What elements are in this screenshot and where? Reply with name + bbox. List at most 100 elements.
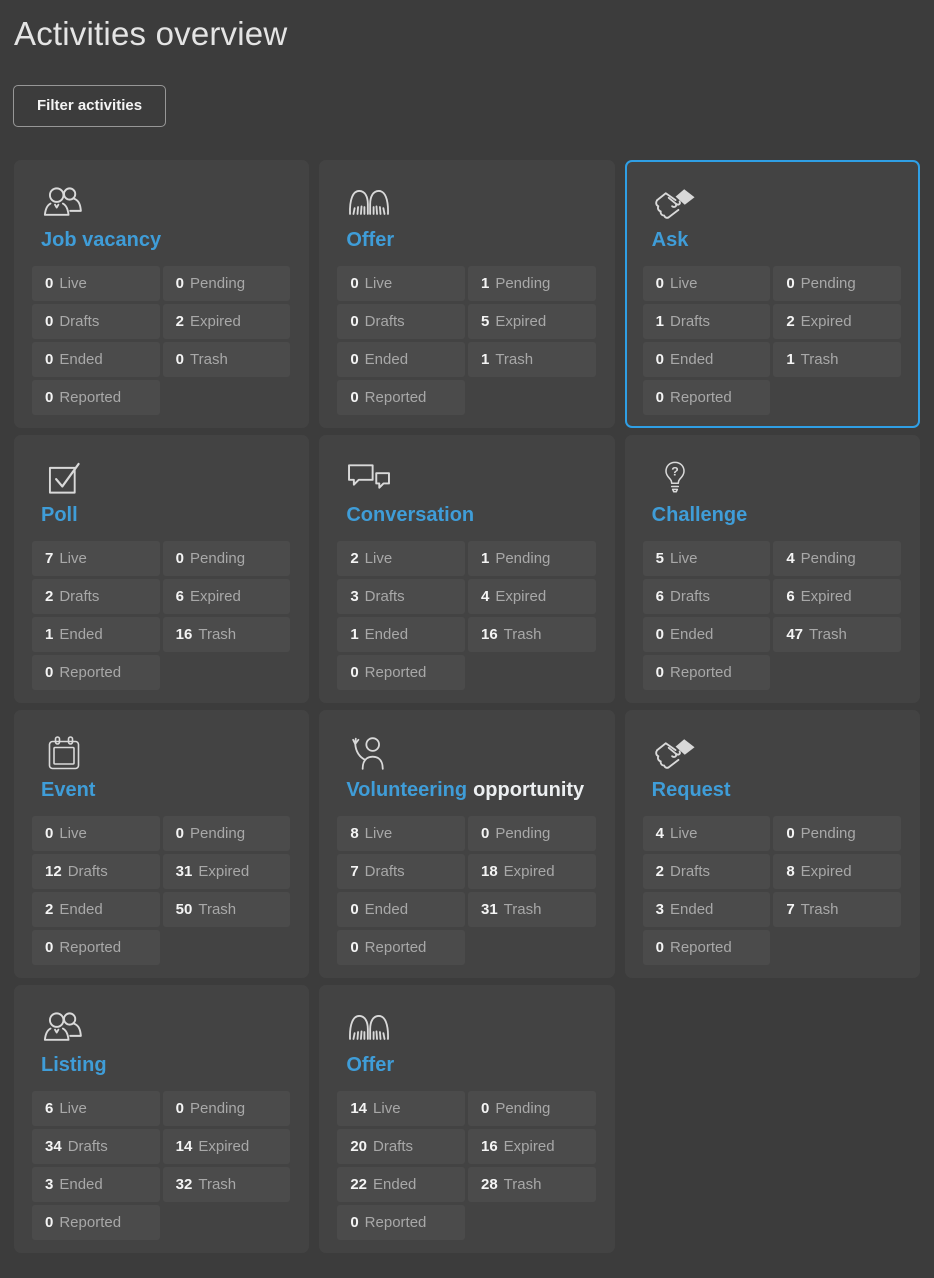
stat-cell[interactable]: 6 Expired bbox=[773, 578, 901, 614]
stat-cell[interactable]: 0 Pending bbox=[773, 265, 901, 301]
stat-cell[interactable]: 2 Expired bbox=[162, 303, 291, 339]
activity-title-link[interactable]: Offer bbox=[346, 228, 612, 253]
stat-cell[interactable]: 0 Reported bbox=[32, 929, 160, 965]
stat-cell[interactable]: 1 Pending bbox=[467, 265, 596, 301]
stat-cell[interactable]: 0 Reported bbox=[32, 379, 160, 415]
stat-cell[interactable]: 6 Expired bbox=[162, 578, 291, 614]
stat-cell[interactable]: 0 Reported bbox=[337, 929, 465, 965]
stat-cell[interactable]: 7 Drafts bbox=[337, 853, 465, 889]
stat-cell[interactable]: 8 Expired bbox=[773, 853, 901, 889]
activity-card[interactable]: Challenge 5 Live 4 Pending 6 Drafts 6 Ex… bbox=[624, 434, 920, 703]
stat-cell[interactable]: 4 Pending bbox=[773, 540, 901, 576]
stat-cell[interactable]: 18 Expired bbox=[467, 853, 596, 889]
stat-cell[interactable]: 0 Ended bbox=[337, 891, 465, 927]
stat-cell[interactable]: 1 Ended bbox=[32, 616, 160, 652]
stat-cell[interactable]: 0 Live bbox=[337, 265, 465, 301]
stat-cell[interactable]: 0 Reported bbox=[32, 1204, 160, 1240]
stat-cell[interactable]: 2 Live bbox=[337, 540, 465, 576]
stat-cell[interactable]: 1 Pending bbox=[467, 540, 596, 576]
activity-title-link[interactable]: Request bbox=[652, 778, 918, 803]
activity-title-link[interactable]: Offer bbox=[346, 1053, 612, 1078]
stat-cell[interactable]: 16 Expired bbox=[467, 1128, 596, 1164]
stat-cell[interactable]: 0 Live bbox=[642, 265, 771, 301]
stat-cell[interactable]: 1 Trash bbox=[773, 341, 901, 377]
stat-cell[interactable]: 2 Expired bbox=[773, 303, 901, 339]
stat-cell[interactable]: 31 Expired bbox=[162, 853, 291, 889]
stat-cell[interactable]: 14 Expired bbox=[162, 1128, 291, 1164]
activity-title-link[interactable]: Challenge bbox=[652, 503, 918, 528]
stat-cell[interactable]: 8 Live bbox=[337, 815, 465, 851]
stat-cell[interactable]: 6 Live bbox=[32, 1090, 160, 1126]
stat-cell[interactable]: 5 Expired bbox=[467, 303, 596, 339]
stat-cell[interactable]: 47 Trash bbox=[773, 616, 901, 652]
activity-title-link[interactable]: Conversation bbox=[346, 503, 612, 528]
stat-cell[interactable]: 0 Reported bbox=[642, 379, 771, 415]
activity-card[interactable]: Volunteering opportunity 8 Live 0 Pending… bbox=[319, 709, 615, 978]
stat-cell[interactable]: 6 Drafts bbox=[642, 578, 771, 614]
activity-card[interactable]: Poll 7 Live 0 Pending 2 Drafts 6 Expired… bbox=[14, 434, 310, 703]
activity-card[interactable]: Listing 6 Live 0 Pending 34 Drafts 14 Ex… bbox=[14, 984, 310, 1253]
stat-cell[interactable]: 0 Pending bbox=[467, 815, 596, 851]
stat-cell[interactable]: 2 Ended bbox=[32, 891, 160, 927]
activity-title-link[interactable]: Volunteering opportunity bbox=[346, 778, 612, 803]
stat-cell[interactable]: 0 Reported bbox=[642, 654, 771, 690]
stat-cell[interactable]: 0 Trash bbox=[162, 341, 291, 377]
stat-cell[interactable]: 32 Trash bbox=[162, 1166, 291, 1202]
stat-cell[interactable]: 7 Trash bbox=[773, 891, 901, 927]
stat-cell[interactable]: 0 Reported bbox=[337, 1204, 465, 1240]
stat-cell[interactable]: 22 Ended bbox=[337, 1166, 465, 1202]
stat-cell[interactable]: 3 Ended bbox=[32, 1166, 160, 1202]
stat-cell[interactable]: 12 Drafts bbox=[32, 853, 160, 889]
activity-card[interactable]: Ask 0 Live 0 Pending 1 Drafts 2 Expired … bbox=[624, 159, 920, 428]
stat-cell[interactable]: 0 Ended bbox=[642, 616, 771, 652]
activity-card[interactable]: Job vacancy 0 Live 0 Pending 0 Drafts 2 … bbox=[14, 159, 310, 428]
activity-card[interactable]: Offer 14 Live 0 Pending 20 Drafts 16 Exp… bbox=[319, 984, 615, 1253]
stat-cell[interactable]: 3 Ended bbox=[642, 891, 771, 927]
stat-cell[interactable]: 0 Drafts bbox=[337, 303, 465, 339]
stat-cell[interactable]: 16 Trash bbox=[162, 616, 291, 652]
stat-cell[interactable]: 28 Trash bbox=[467, 1166, 596, 1202]
filter-activities-button[interactable]: Filter activities bbox=[13, 84, 167, 127]
stat-cell[interactable]: 0 Reported bbox=[642, 929, 771, 965]
stat-cell[interactable]: 20 Drafts bbox=[337, 1128, 465, 1164]
activity-card[interactable]: Request 4 Live 0 Pending 2 Drafts 8 Expi… bbox=[624, 709, 920, 978]
stat-cell[interactable]: 0 Drafts bbox=[32, 303, 160, 339]
stat-cell[interactable]: 1 Drafts bbox=[642, 303, 771, 339]
stat-cell[interactable]: 0 Ended bbox=[642, 341, 771, 377]
stat-cell[interactable]: 0 Reported bbox=[32, 654, 160, 690]
stat-cell[interactable]: 0 Pending bbox=[162, 1090, 291, 1126]
activity-title-link[interactable]: Job vacancy bbox=[41, 228, 307, 253]
stat-cell[interactable]: 2 Drafts bbox=[32, 578, 160, 614]
stat-cell[interactable]: 0 Pending bbox=[773, 815, 901, 851]
stat-cell[interactable]: 3 Drafts bbox=[337, 578, 465, 614]
stat-cell[interactable]: 1 Ended bbox=[337, 616, 465, 652]
stat-cell[interactable]: 0 Ended bbox=[32, 341, 160, 377]
stat-cell[interactable]: 1 Trash bbox=[467, 341, 596, 377]
stat-cell[interactable]: 2 Drafts bbox=[642, 853, 771, 889]
stat-cell[interactable]: 0 Live bbox=[32, 265, 160, 301]
activity-title-link[interactable]: Event bbox=[41, 778, 307, 803]
activity-title-link[interactable]: Ask bbox=[652, 228, 918, 253]
stat-cell[interactable]: 0 Pending bbox=[162, 815, 291, 851]
stat-cell[interactable]: 0 Pending bbox=[162, 265, 291, 301]
stat-cell[interactable]: 5 Live bbox=[642, 540, 771, 576]
activity-title-link[interactable]: Listing bbox=[41, 1053, 307, 1078]
stat-cell[interactable]: 0 Pending bbox=[467, 1090, 596, 1126]
stat-cell[interactable]: 4 Live bbox=[642, 815, 771, 851]
stat-cell[interactable]: 34 Drafts bbox=[32, 1128, 160, 1164]
stat-cell[interactable]: 31 Trash bbox=[467, 891, 596, 927]
activity-card[interactable]: Offer 0 Live 1 Pending 0 Drafts 5 Expire… bbox=[319, 159, 615, 428]
stat-cell[interactable]: 14 Live bbox=[337, 1090, 465, 1126]
stat-cell[interactable]: 0 Ended bbox=[337, 341, 465, 377]
activity-card[interactable]: Conversation 2 Live 1 Pending 3 Drafts 4… bbox=[319, 434, 615, 703]
stat-cell[interactable]: 50 Trash bbox=[162, 891, 291, 927]
stat-cell[interactable]: 7 Live bbox=[32, 540, 160, 576]
stat-cell[interactable]: 0 Reported bbox=[337, 654, 465, 690]
stat-cell[interactable]: 0 Pending bbox=[162, 540, 291, 576]
stat-cell[interactable]: 4 Expired bbox=[467, 578, 596, 614]
activity-title-link[interactable]: Poll bbox=[41, 503, 307, 528]
stat-cell[interactable]: 0 Live bbox=[32, 815, 160, 851]
activity-card[interactable]: Event 0 Live 0 Pending 12 Drafts 31 Expi… bbox=[14, 709, 310, 978]
stat-cell[interactable]: 16 Trash bbox=[467, 616, 596, 652]
stat-cell[interactable]: 0 Reported bbox=[337, 379, 465, 415]
